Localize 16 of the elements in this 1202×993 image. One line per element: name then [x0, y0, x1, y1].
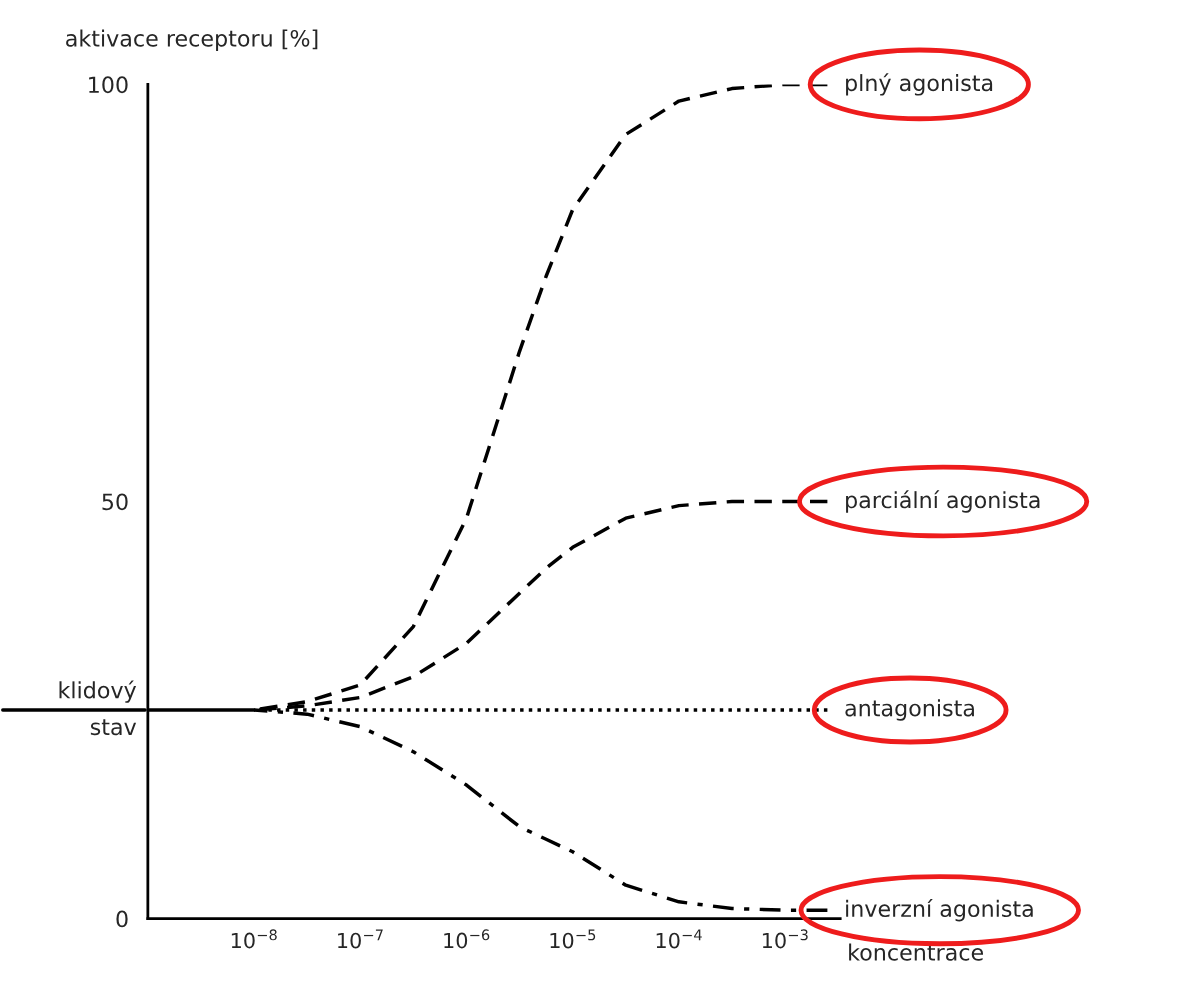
x-axis-title: koncentrace	[849, 943, 984, 961]
series-label: plný agonista	[846, 73, 993, 96]
y-tick-label: 100	[89, 76, 128, 94]
x-tick-label: 10$^{−6}$	[444, 929, 490, 949]
y-axis-title: aktivace receptoru [%]	[66, 29, 318, 52]
ref-line-label: klidový stav	[59, 680, 137, 736]
x-tick-label: 10$^{−5}$	[550, 929, 596, 949]
series-label: antagonista	[845, 699, 974, 721]
x-tick-label: 10$^{−7}$	[338, 929, 383, 949]
y-tick-label: 0	[116, 910, 128, 928]
x-tick-label: 10$^{−4}$	[656, 929, 702, 949]
series-label: parciální agonista	[846, 490, 1040, 513]
series-label: inverzní agonista	[846, 898, 1033, 922]
x-tick-label: 10$^{−8}$	[231, 929, 277, 949]
y-tick-label: 50	[102, 493, 128, 511]
x-tick-label: 10$^{−3}$	[762, 929, 808, 949]
